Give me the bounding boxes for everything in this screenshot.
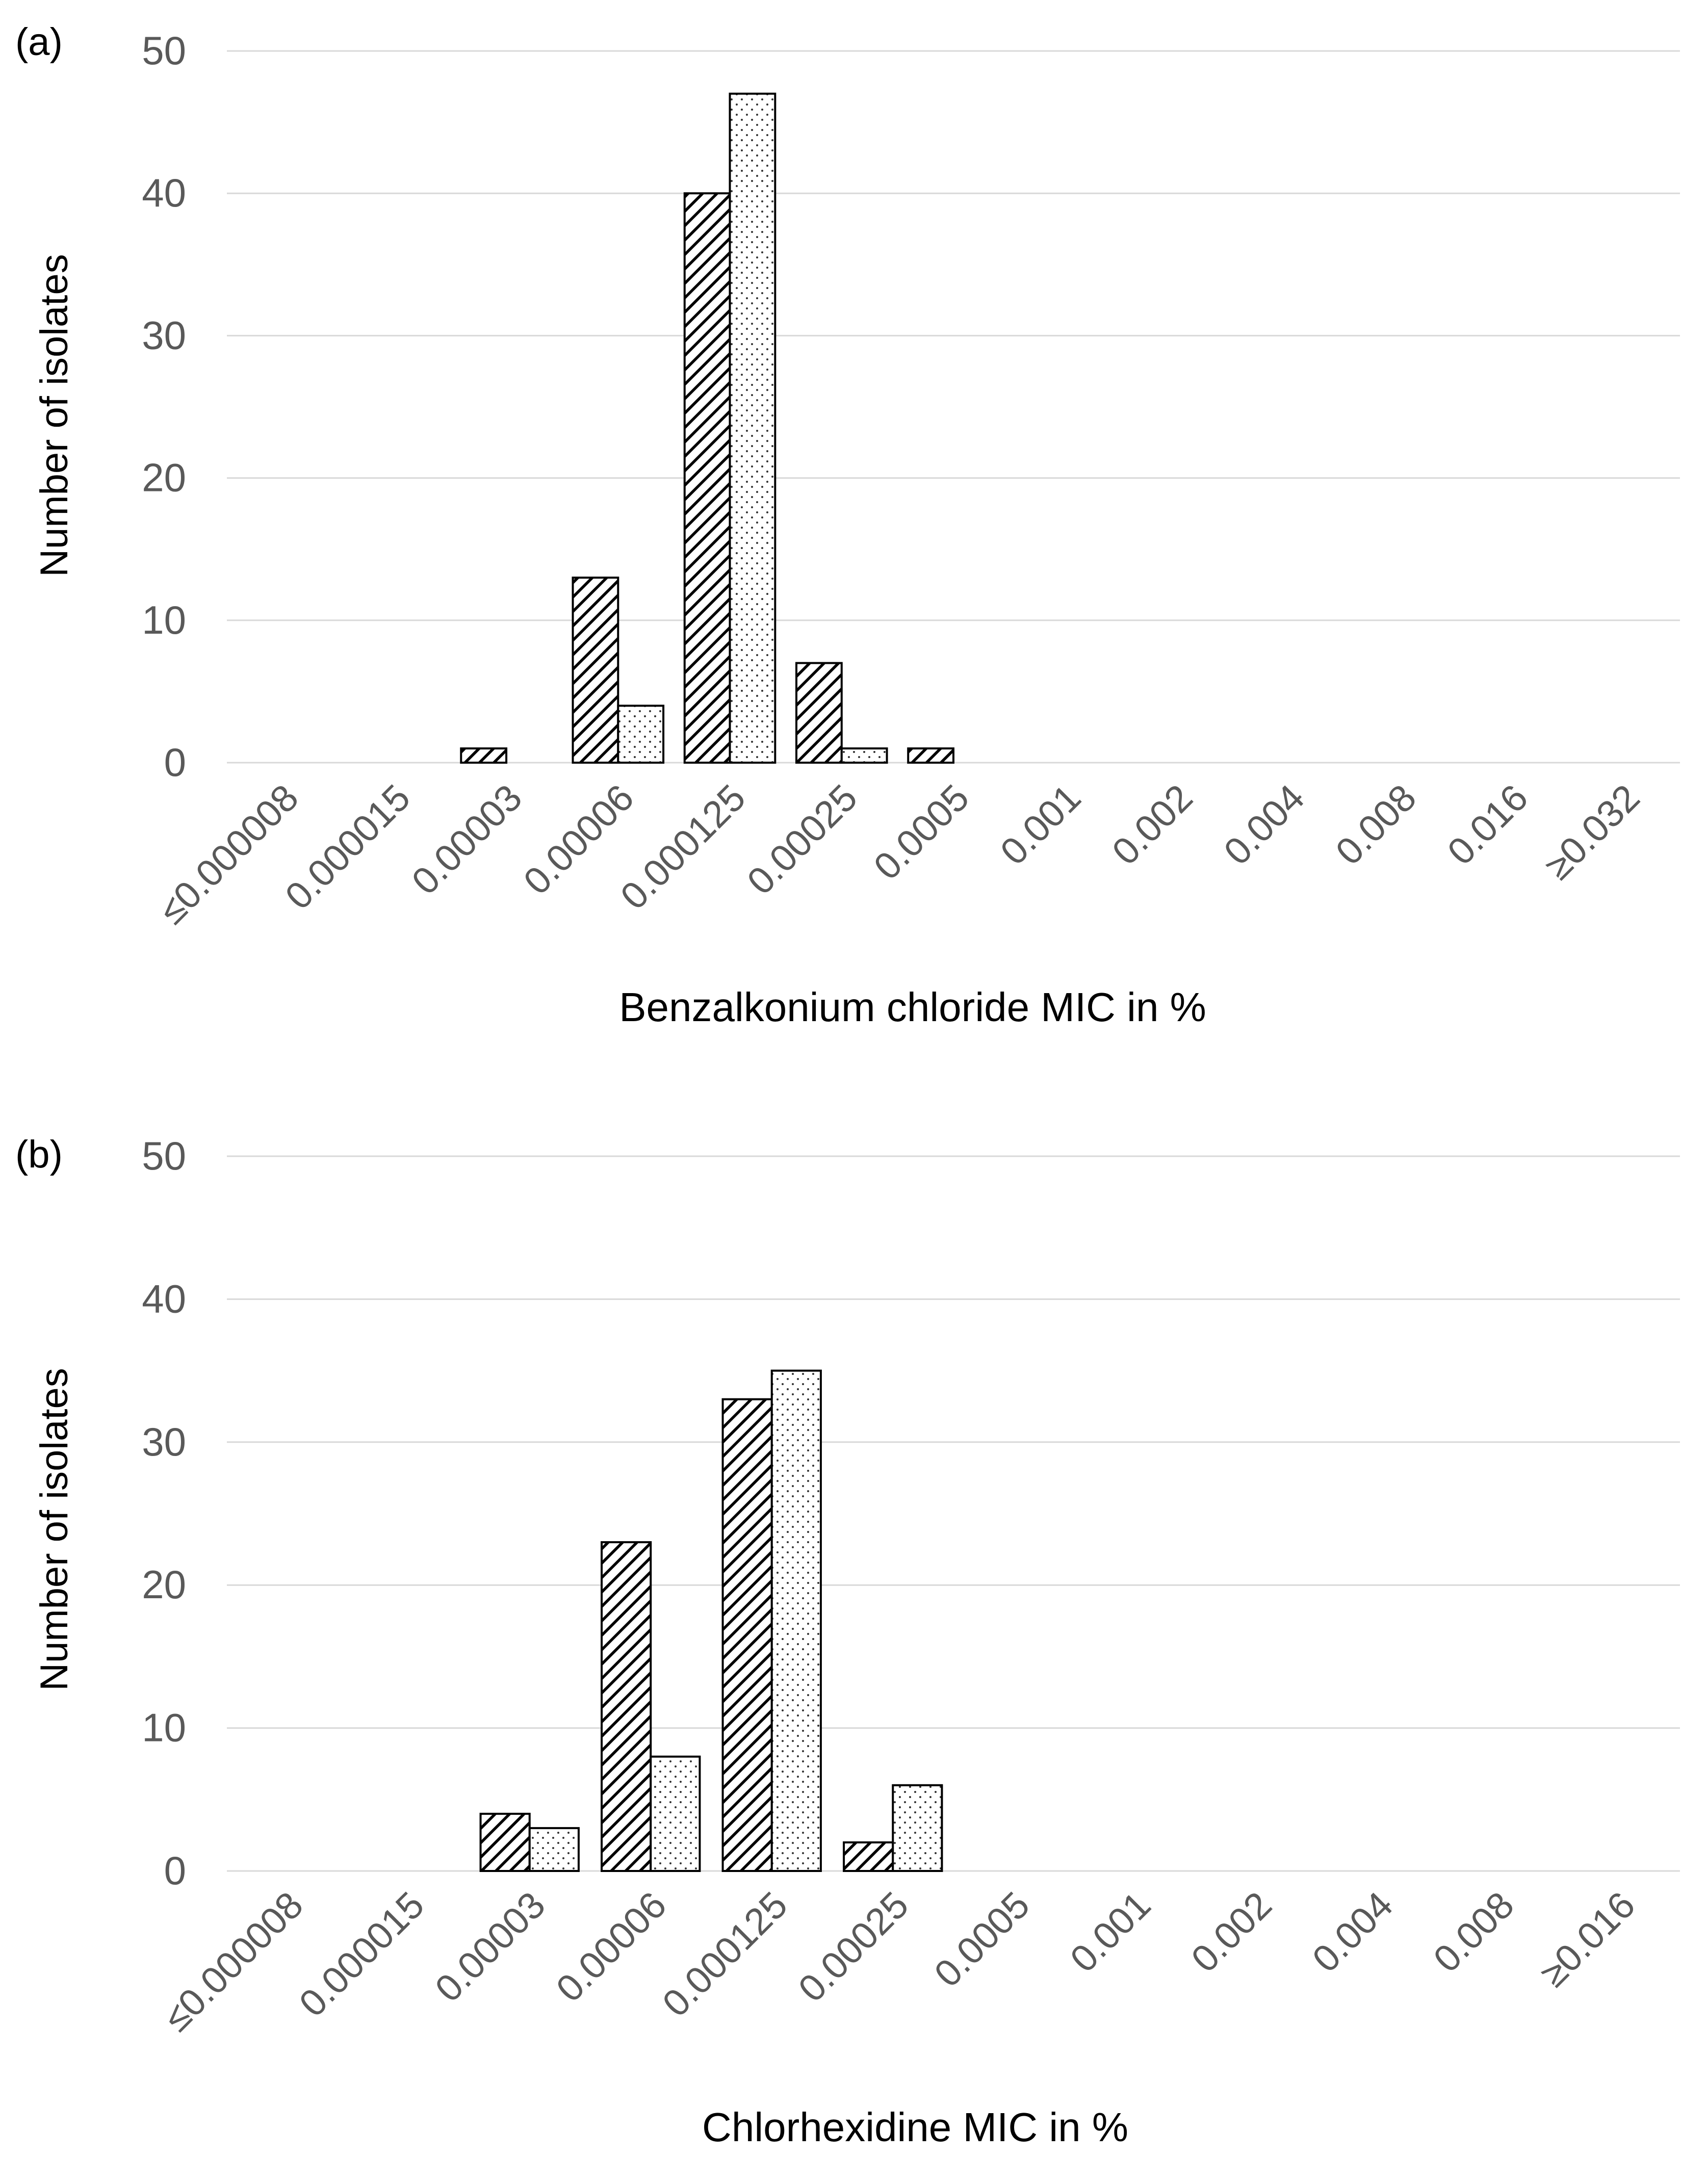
bar-hatched <box>683 192 731 764</box>
bar-hatched <box>721 1398 773 1872</box>
bars-b <box>479 1369 943 1873</box>
y-tick-label: 0 <box>164 1848 186 1893</box>
bar-hatched <box>479 1812 531 1873</box>
bar-dotted <box>617 705 665 764</box>
y-tick-label: 40 <box>142 1276 186 1321</box>
x-tick-label: 0.000125 <box>612 776 754 918</box>
y-tick-label: 0 <box>164 740 186 785</box>
bar-hatched <box>460 747 508 764</box>
x-tick-label: 0.008 <box>1328 776 1425 873</box>
x-tick-label: 0.001 <box>992 776 1089 873</box>
y-tick-label: 30 <box>142 313 186 357</box>
bar-hatched <box>907 747 955 764</box>
y-axis-title-a: Number of isolates <box>33 254 76 577</box>
x-tick-label: 0.00006 <box>548 1884 675 2010</box>
grid-b <box>227 1155 1680 1872</box>
x-tick-label: 0.008 <box>1425 1884 1522 1981</box>
x-tick-label: 0.0005 <box>866 776 977 888</box>
y-tick-label: 10 <box>142 1705 186 1750</box>
x-tick-label: 0.000015 <box>277 776 418 918</box>
y-tick-label: 20 <box>142 1562 186 1607</box>
bar-dotted <box>770 1369 822 1873</box>
x-tick-label: 0.00025 <box>739 776 865 903</box>
x-ticks-b: ≤0.0000080.0000150.000030.000060.0001250… <box>155 1884 1643 2040</box>
x-ticks-a: ≤0.0000080.0000150.000030.000060.0001250… <box>150 776 1647 932</box>
y-tick-label: 40 <box>142 170 186 215</box>
y-tick-label: 20 <box>142 455 186 500</box>
bar-hatched <box>843 1841 894 1872</box>
y-ticks-a: 0 10 20 30 40 50 <box>142 28 186 785</box>
x-tick-label: 0.00003 <box>427 1884 553 2010</box>
bar-dotted <box>729 92 777 764</box>
x-tick-label: 0.0005 <box>926 1884 1038 1995</box>
panel-label-b: (b) <box>15 1133 63 1176</box>
x-tick-label: 0.004 <box>1215 776 1312 873</box>
x-tick-label: 0.000015 <box>291 1884 432 2025</box>
x-axis-label-b: Chlorhexidine MIC in % <box>702 2104 1128 2150</box>
chart-panel-a: (a) Number of isolates 0 10 20 30 40 50 ≤0.00… <box>15 20 1680 1030</box>
y-tick-label: 50 <box>142 1133 186 1178</box>
x-axis-label-a: Benzalkonium chloride MIC in % <box>619 984 1206 1030</box>
bars-a <box>460 92 955 764</box>
x-tick-label: ≤0.000008 <box>155 1884 311 2040</box>
panel-label-a: (a) <box>15 20 63 64</box>
bar-dotted <box>528 1827 580 1872</box>
bar-hatched <box>601 1541 652 1873</box>
y-tick-label: 10 <box>142 597 186 642</box>
y-axis-label-b: Number of isolates <box>33 1368 76 1691</box>
x-tick-label: 0.016 <box>1439 776 1536 873</box>
bar-hatched <box>795 662 843 764</box>
grid-a <box>227 50 1680 764</box>
x-tick-label: 0.00025 <box>790 1884 917 2010</box>
x-tick-label: 0.004 <box>1304 1884 1401 1981</box>
y-tick-label: 30 <box>142 1419 186 1464</box>
x-tick-label: 0.000125 <box>654 1884 795 2025</box>
bar-dotted <box>840 747 888 764</box>
x-tick-label: 0.002 <box>1104 776 1201 873</box>
x-tick-label: ≥0.016 <box>1532 1884 1643 1995</box>
y-tick-label: 50 <box>142 28 186 73</box>
bar-hatched <box>572 577 619 764</box>
y-axis-title-b: Number of isolates <box>33 1368 76 1691</box>
x-tick-label: ≤0.000008 <box>150 776 306 932</box>
bar-dotted <box>892 1784 943 1873</box>
x-tick-label: ≥0.032 <box>1536 776 1647 888</box>
x-tick-label: 0.002 <box>1183 1884 1280 1981</box>
y-ticks-b: 0 10 20 30 40 50 <box>142 1133 186 1893</box>
y-axis-label-a: Number of isolates <box>33 254 76 577</box>
x-tick-label: 0.00003 <box>404 776 530 903</box>
x-tick-label: 0.001 <box>1062 1884 1159 1981</box>
bar-dotted <box>650 1755 701 1872</box>
chart-panel-b: (b) Number of isolates 0 10 20 30 40 50 ≤0.00… <box>15 1133 1680 2150</box>
